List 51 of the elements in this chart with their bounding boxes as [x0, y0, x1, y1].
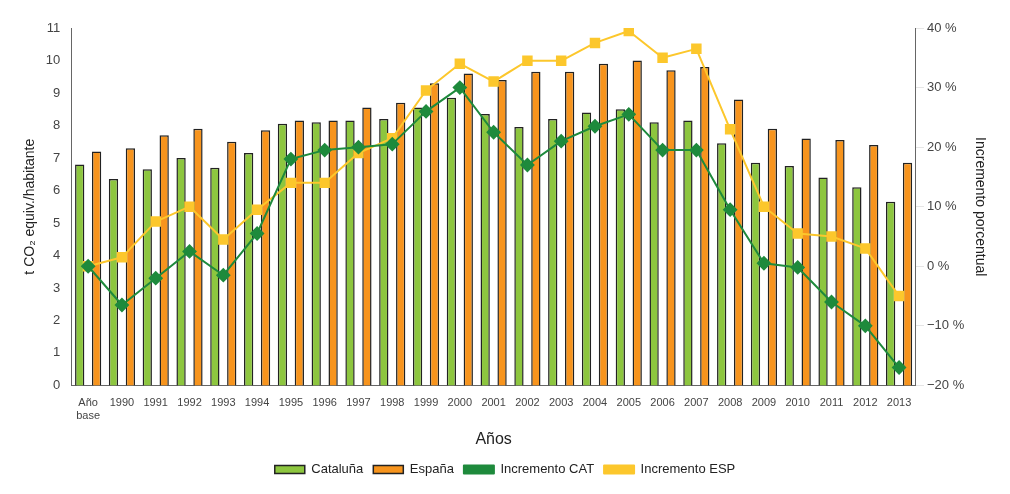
- x-tick-label: 2008: [717, 396, 743, 409]
- y-tick-label: 3: [53, 279, 61, 295]
- y2-tick-label: 0 %: [926, 257, 950, 273]
- y-tick-label: 9: [53, 84, 61, 100]
- x-tick-label: 2010: [785, 396, 810, 409]
- y2-tick-label: −20 %: [926, 376, 965, 392]
- x-tick-label: 2012: [853, 396, 878, 409]
- legend-label: Incremento CAT: [500, 461, 595, 477]
- legend-label: España: [409, 461, 455, 477]
- x-tick-label: 1990: [109, 396, 135, 409]
- x-tick-label: 2013: [886, 396, 912, 409]
- y-tick-label: 1: [53, 344, 61, 360]
- x-tick-label: 2001: [481, 396, 506, 409]
- y2-axis-title: Incremento porcentual: [972, 137, 989, 277]
- y-tick-label: 6: [53, 182, 61, 198]
- y-tick-label: 0: [53, 376, 61, 392]
- y-tick-label: 5: [53, 214, 61, 230]
- x-tick-label: 1991: [143, 396, 168, 409]
- y2-tick-label: 10 %: [926, 198, 958, 214]
- y-tick-label: 4: [53, 247, 61, 263]
- x-tick-label: 1994: [244, 396, 270, 409]
- x-tick-label: 2007: [684, 396, 709, 409]
- x-axis-title: Años: [475, 429, 512, 447]
- y2-tick-label: 40 %: [926, 19, 958, 35]
- x-tick-label: 1999: [413, 396, 439, 409]
- x-tick-label: 2000: [447, 396, 473, 409]
- x-tick-label: 2004: [582, 396, 608, 409]
- x-tick-label: Año base: [76, 396, 101, 422]
- y2-tick-label: 30 %: [926, 79, 958, 95]
- x-tick-label: 1992: [177, 396, 202, 409]
- x-tick-label: 2005: [616, 396, 642, 409]
- y2-tick-label: −10 %: [926, 317, 965, 333]
- x-tick-label: 1995: [278, 396, 304, 409]
- x-tick-label: 2009: [751, 396, 777, 409]
- x-tick-label: 2003: [548, 396, 574, 409]
- x-tick-label: 2002: [515, 396, 540, 409]
- y-tick-label: 7: [53, 149, 61, 165]
- y-tick-label: 2: [53, 312, 61, 327]
- x-tick-label: 2011: [819, 396, 844, 409]
- legend-label: Incremento ESP: [640, 461, 736, 477]
- x-tick-label: 1996: [312, 396, 337, 409]
- y-tick-label: 8: [53, 117, 61, 133]
- legend-label: Cataluña: [311, 461, 365, 477]
- x-tick-label: 1998: [380, 396, 405, 409]
- x-tick-label: 2006: [650, 396, 675, 409]
- y-tick-label: 10: [45, 52, 61, 68]
- x-tick-label: 1997: [346, 396, 371, 409]
- y-tick-label: 11: [46, 19, 61, 35]
- x-tick-label: 1993: [211, 396, 236, 409]
- y-axis-title: t CO₂ equiv./habitante: [21, 138, 38, 275]
- y2-tick-label: 20 %: [926, 138, 958, 154]
